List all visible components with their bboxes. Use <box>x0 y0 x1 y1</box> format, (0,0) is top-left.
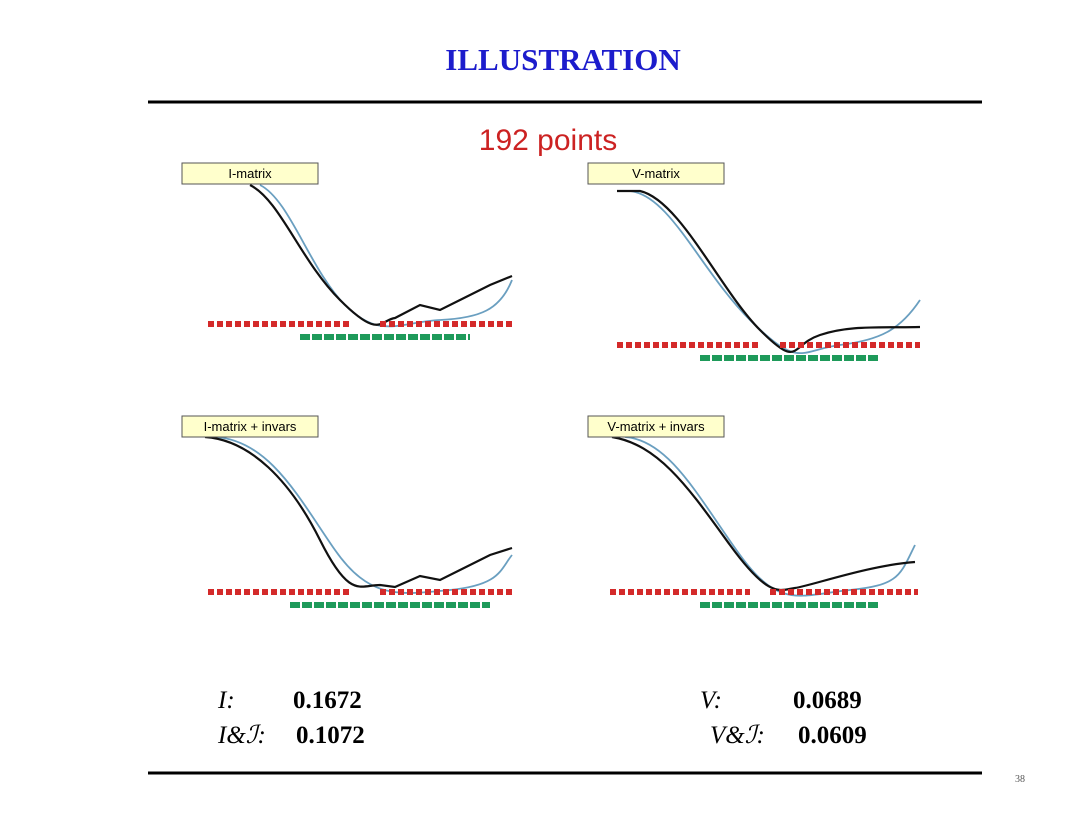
result-value: 0.1072 <box>296 722 365 749</box>
panel: I-matrix + invars <box>181 415 513 608</box>
panel-label-box <box>181 415 319 438</box>
panel-label-box <box>587 162 725 185</box>
panel-label-box <box>181 162 319 185</box>
result-value: 0.1672 <box>293 687 362 714</box>
page-number: 38 <box>1015 774 1025 785</box>
result-value: 0.0609 <box>798 722 867 749</box>
curve <box>204 435 513 589</box>
panel-label: I-matrix + invars <box>204 419 297 434</box>
result-label: I: <box>217 687 235 714</box>
result-label: V&ℐ: <box>710 722 765 749</box>
results: I: 0.1672 I&ℐ: 0.1072 V: 0.0689 V&ℐ: 0.0… <box>217 687 867 749</box>
panel: V-matrix + invars <box>587 415 918 608</box>
panel-label: V-matrix <box>632 166 680 181</box>
curve <box>611 435 916 592</box>
figure-title: 192 points <box>479 124 617 157</box>
curve <box>214 436 513 594</box>
panel-label: V-matrix + invars <box>607 419 705 434</box>
curve <box>249 184 513 326</box>
panel: I-matrix <box>181 162 513 340</box>
panel: V-matrix <box>587 162 921 361</box>
slide-title: ILLUSTRATION <box>445 42 680 77</box>
panel-label: I-matrix <box>228 166 272 181</box>
curve <box>629 190 921 355</box>
result-value: 0.0689 <box>793 687 862 714</box>
result-label: I&ℐ: <box>217 722 266 749</box>
panel-label-box <box>587 415 725 438</box>
curve <box>617 189 921 353</box>
result-label: V: <box>700 687 722 714</box>
